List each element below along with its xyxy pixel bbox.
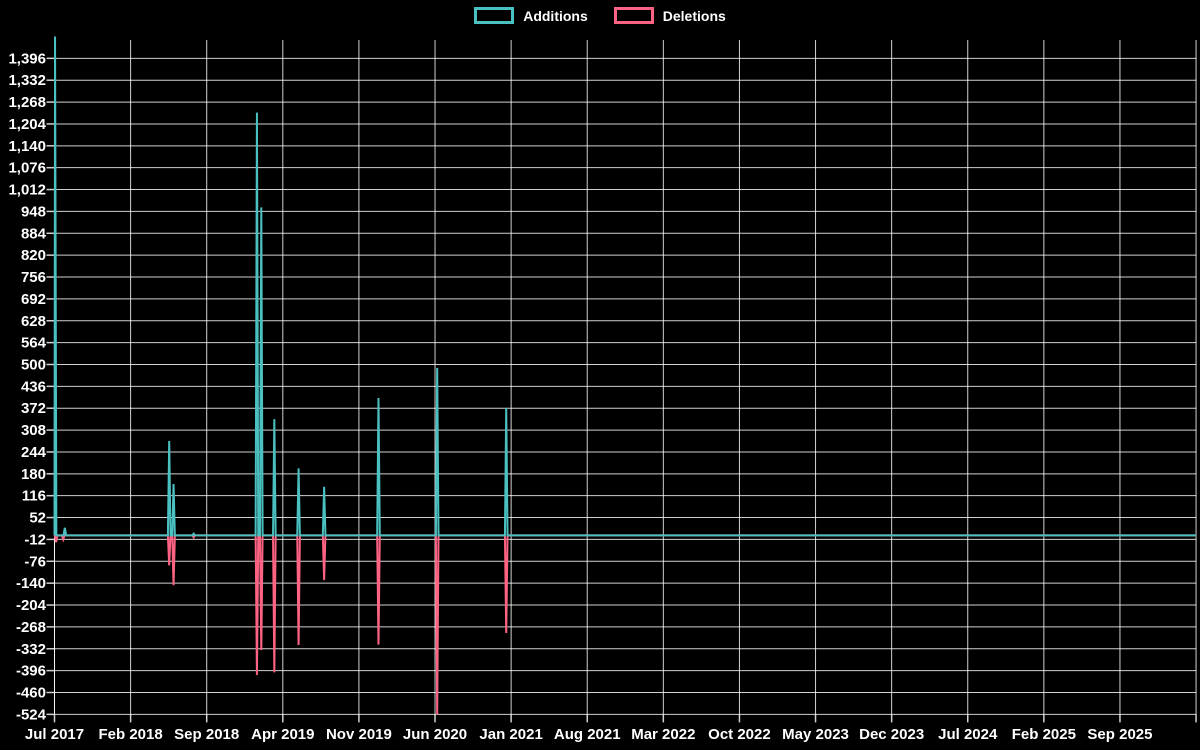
tick-label: 1,332 xyxy=(8,72,46,89)
tick-label: Nov 2019 xyxy=(326,726,392,743)
tick-label: 436 xyxy=(21,378,46,395)
tick-label: 756 xyxy=(21,269,46,286)
tick-label: -204 xyxy=(16,597,47,614)
tick-label: Sep 2018 xyxy=(174,726,239,743)
additions-line xyxy=(53,36,1197,537)
tick-label: Dec 2023 xyxy=(859,726,924,743)
tick-label: -76 xyxy=(24,553,46,570)
deletions-legend-label: Deletions xyxy=(662,7,726,24)
tick-label: -524 xyxy=(16,706,47,723)
tick-label: Feb 2025 xyxy=(1012,726,1076,743)
tick-label: 564 xyxy=(21,335,47,352)
tick-label: 500 xyxy=(21,356,46,373)
tick-label: 692 xyxy=(21,291,46,308)
tick-label: 1,140 xyxy=(8,138,46,155)
x-tick-labels: Jul 2017 Feb 2018 Sep 2018 Apr 2019 Nov 2019… xyxy=(25,726,1153,743)
tick-label: Mar 2022 xyxy=(631,726,695,743)
additions-legend-label: Additions xyxy=(523,7,588,24)
tick-label: Feb 2018 xyxy=(98,726,162,743)
tick-label: 308 xyxy=(21,422,46,439)
tick-label: -140 xyxy=(16,575,46,592)
tick-label: 52 xyxy=(29,510,46,527)
tick-label: Jul 2024 xyxy=(938,726,998,743)
legend-item-additions[interactable]: Additions xyxy=(474,7,588,24)
tick-label: 884 xyxy=(21,225,47,242)
tick-label: 1,204 xyxy=(8,116,46,133)
tick-label: 820 xyxy=(21,247,46,264)
tick-label: May 2023 xyxy=(782,726,849,743)
tick-label: 1,396 xyxy=(8,50,46,67)
tick-label: -12 xyxy=(24,531,46,548)
tick-label: 116 xyxy=(22,488,46,505)
tick-label: -268 xyxy=(16,619,46,636)
legend-item-deletions[interactable]: Deletions xyxy=(613,7,726,24)
tick-label: Jun 2020 xyxy=(403,726,467,743)
chart-legend: Additions Deletions xyxy=(0,7,1200,24)
y-tick-labels: 1,396 1,332 1,268 1,204 1,140 1,076 1,012 948 88… xyxy=(8,50,46,723)
tick-label: 1,012 xyxy=(8,182,46,199)
y-grid xyxy=(46,57,1197,716)
tick-label: -332 xyxy=(16,641,46,658)
deletions-line xyxy=(53,534,1197,715)
additions-swatch-icon xyxy=(474,7,515,24)
tick-label: 1,076 xyxy=(8,160,46,177)
tick-label: Sep 2025 xyxy=(1087,726,1152,743)
tick-label: Jan 2021 xyxy=(479,726,542,743)
tick-label: 372 xyxy=(21,400,46,417)
tick-label: Jul 2017 xyxy=(25,726,84,743)
tick-label: Apr 2019 xyxy=(251,726,314,743)
tick-label: 628 xyxy=(21,313,46,330)
deletions-swatch-icon xyxy=(613,7,654,24)
tick-label: 244 xyxy=(21,444,47,461)
tick-label: 948 xyxy=(21,203,46,220)
tick-label: 180 xyxy=(21,466,46,483)
tick-label: 1,268 xyxy=(8,94,46,111)
tick-label: Oct 2022 xyxy=(708,726,771,743)
tick-label: -460 xyxy=(16,684,46,701)
tick-label: -396 xyxy=(16,663,46,680)
tick-label: Aug 2021 xyxy=(554,726,621,743)
x-grid xyxy=(53,40,1197,723)
